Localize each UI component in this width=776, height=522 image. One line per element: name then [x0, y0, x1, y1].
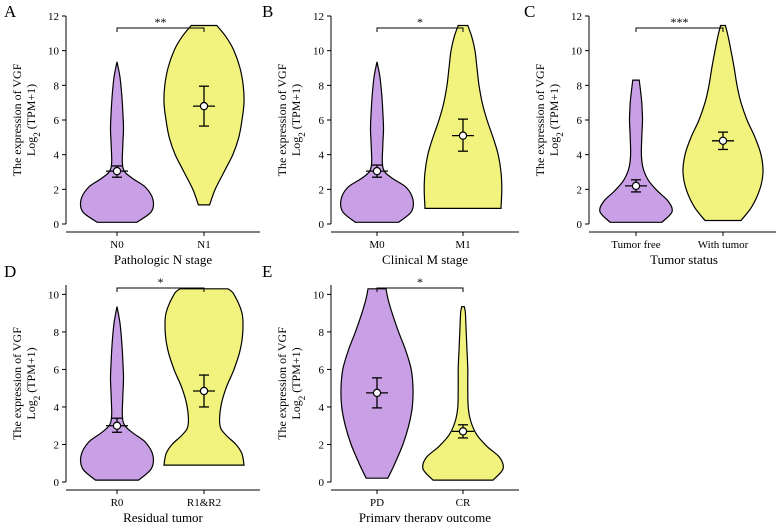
violin-CR — [422, 306, 504, 481]
violin-M1 — [423, 24, 503, 209]
y-tick-label: 8 — [319, 327, 325, 339]
y-tick-label: 2 — [54, 184, 60, 196]
y-tick-label: 10 — [48, 46, 60, 58]
panel-letter: A — [4, 2, 17, 21]
significance-label: ** — [155, 15, 167, 29]
x-tick-label: M0 — [369, 239, 385, 251]
significance-bracket — [376, 287, 464, 292]
violin-R0 — [79, 306, 155, 481]
y-tick-label: 2 — [319, 184, 325, 196]
panel-letter: D — [4, 262, 16, 281]
x-tick-label: Tumor free — [611, 239, 661, 251]
mean-point — [458, 427, 468, 436]
y-tick-label: 6 — [319, 115, 325, 127]
x-axis-label: Tumor status — [650, 252, 718, 267]
y-tick-label: 8 — [54, 80, 60, 92]
violin-panel-C: 0 2 4 6 8 10 12 The expression of VGF Log2 (TPM+… — [533, 11, 776, 267]
violin-panel-E: 0 2 4 6 8 10 The expression of VGF Log2 (TPM+1)… — [275, 275, 519, 522]
y-tick-label: 6 — [54, 115, 60, 127]
x-tick-label: PD — [370, 497, 384, 509]
y-tick-label: 8 — [319, 80, 325, 92]
y-tick-label: 0 — [54, 477, 60, 489]
y-tick-label: 0 — [577, 219, 583, 231]
y-tick-label: 12 — [48, 11, 59, 23]
y-axis-label: The expression of VGF — [275, 327, 289, 440]
significance-bracket — [116, 27, 205, 32]
violin-N0 — [79, 61, 155, 223]
violin-panel-B: 0 2 4 6 8 10 12 The expression of VGF Log2 (TPM+… — [275, 11, 519, 267]
x-tick-label: R1&R2 — [187, 497, 221, 509]
violin-panel-A: 0 2 4 6 8 10 12 The expression of VGF Log2 (TPM+… — [10, 11, 260, 267]
violin-With tumor — [682, 24, 764, 222]
y-tick-label: 4 — [319, 402, 325, 414]
violin-panel-D: 0 2 4 6 8 10 The expression of VGF Log2 (TPM+1)… — [10, 275, 260, 522]
y-axis-label-line2: Log2 (TPM+1) — [24, 347, 42, 419]
significance-bracket — [116, 287, 205, 292]
y-tick-label: 8 — [54, 327, 60, 339]
y-tick-label: 4 — [54, 402, 60, 414]
x-tick-label: N0 — [110, 239, 124, 251]
y-tick-label: 10 — [571, 46, 583, 58]
y-tick-label: 6 — [577, 115, 583, 127]
mean-point — [631, 181, 641, 191]
y-tick-label: 2 — [54, 439, 60, 451]
x-tick-label: CR — [456, 497, 471, 509]
mean-point — [112, 421, 122, 430]
y-axis-label-line2: Log2 (TPM+1) — [24, 84, 42, 156]
y-tick-label: 2 — [319, 439, 325, 451]
mean-point — [199, 386, 209, 396]
y-axis-label: The expression of VGF — [10, 327, 24, 440]
y-axis-label-line2: Log2 (TPM+1) — [547, 84, 565, 156]
y-tick-label: 6 — [319, 364, 325, 376]
y-axis-label: The expression of VGF — [10, 63, 24, 176]
y-tick-label: 0 — [54, 219, 60, 231]
y-tick-label: 4 — [577, 150, 583, 162]
mean-point — [372, 388, 382, 398]
y-axis-label: The expression of VGF — [275, 63, 289, 176]
x-tick-label: M1 — [455, 239, 470, 251]
x-axis-label: Primary therapy outcome — [359, 510, 491, 522]
y-axis-label-line2: Log2 (TPM+1) — [289, 84, 307, 156]
y-axis-label-line2: Log2 (TPM+1) — [289, 347, 307, 419]
mean-point — [718, 136, 728, 145]
mean-point — [199, 101, 209, 111]
y-tick-label: 10 — [313, 46, 325, 58]
violin-M0 — [339, 61, 415, 223]
y-tick-label: 0 — [319, 219, 325, 231]
panel-letter: B — [262, 2, 273, 21]
x-axis-label: Residual tumor — [123, 510, 203, 522]
y-tick-label: 6 — [54, 364, 60, 376]
mean-point — [112, 166, 122, 176]
x-tick-label: N1 — [197, 239, 210, 251]
y-axis-label: The expression of VGF — [533, 63, 547, 176]
y-tick-label: 10 — [48, 289, 60, 301]
x-axis-label: Pathologic N stage — [114, 252, 212, 267]
panel-letter: E — [262, 262, 272, 281]
significance-bracket — [635, 27, 724, 32]
significance-label: * — [417, 275, 423, 289]
y-tick-label: 12 — [571, 11, 582, 23]
y-tick-label: 8 — [577, 80, 583, 92]
panel-letter: C — [524, 2, 535, 21]
significance-label: *** — [671, 15, 689, 29]
y-tick-label: 12 — [313, 11, 324, 23]
y-tick-label: 2 — [577, 184, 583, 196]
significance-bracket — [376, 27, 464, 32]
x-tick-label: With tumor — [698, 239, 749, 251]
x-axis-label: Clinical M stage — [382, 252, 468, 267]
significance-label: * — [158, 275, 164, 289]
mean-point — [372, 166, 382, 176]
mean-point — [458, 131, 468, 140]
y-tick-label: 0 — [319, 477, 325, 489]
y-tick-label: 4 — [54, 150, 60, 162]
y-tick-label: 4 — [319, 150, 325, 162]
y-tick-label: 10 — [313, 289, 325, 301]
significance-label: * — [417, 15, 423, 29]
x-tick-label: R0 — [111, 497, 124, 509]
violin-Tumor free — [599, 79, 673, 223]
